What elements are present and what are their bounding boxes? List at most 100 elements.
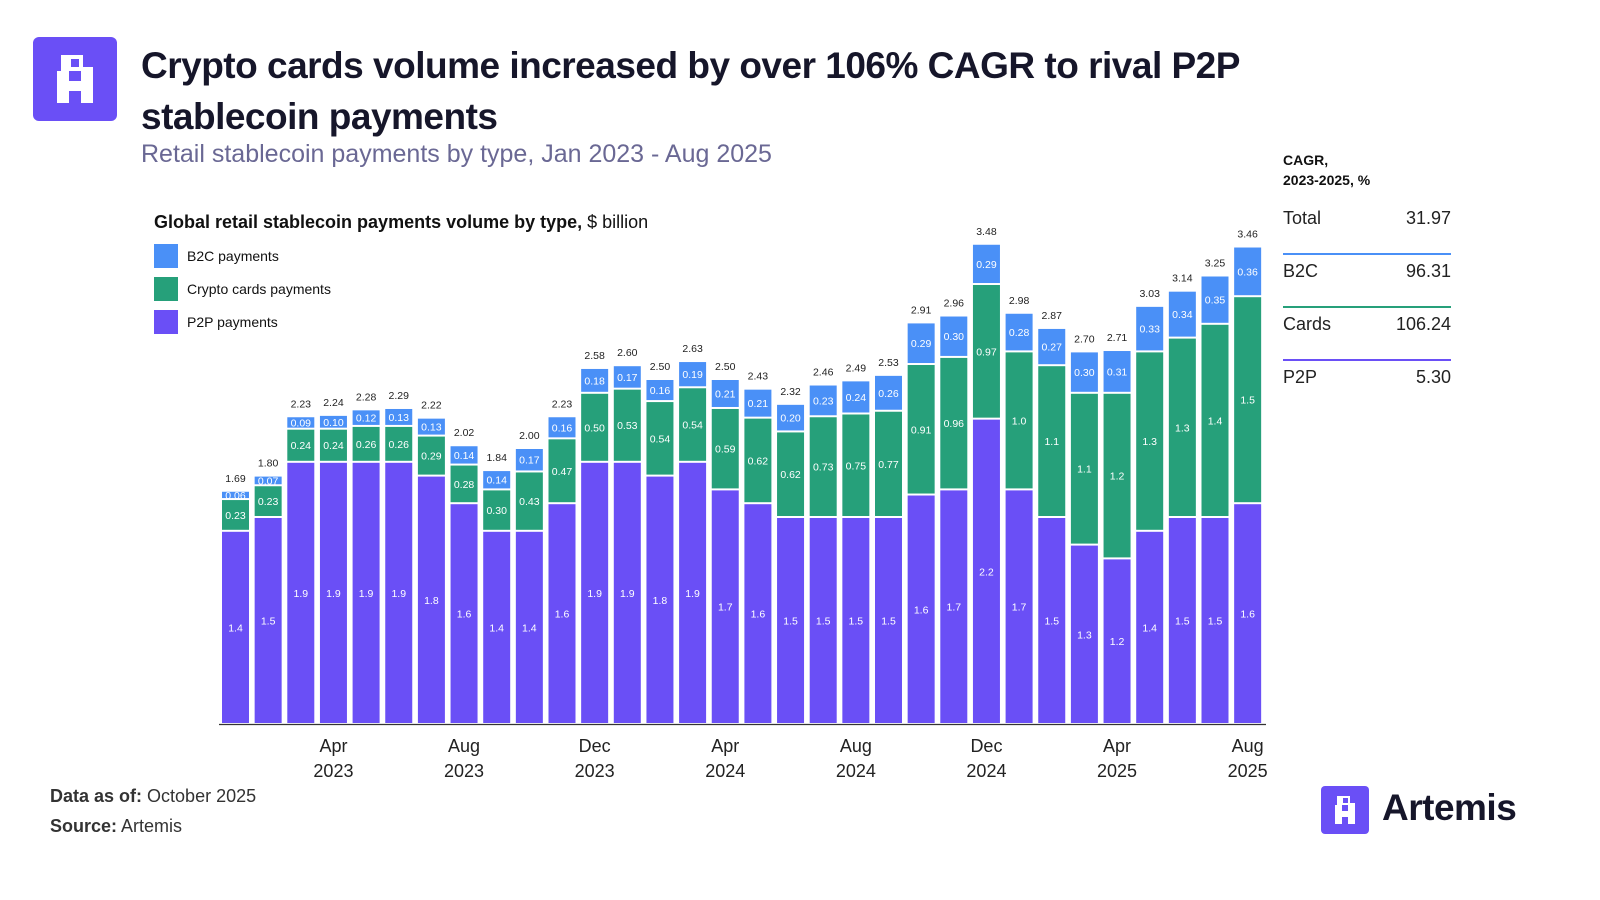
bar-b2c [1005,313,1033,351]
bar-cards [254,486,282,516]
data-label-b2c: 0.27 [1042,342,1063,354]
data-label-p2p: 1.6 [457,609,472,621]
bar-cards [1103,393,1131,558]
bar-cards [842,414,870,516]
bar-p2p [875,518,902,723]
data-label-b2c: 0.17 [617,372,638,384]
bar-p2p [222,531,249,723]
data-label-cards: 0.59 [715,444,736,456]
total-label: 2.60 [617,347,638,359]
data-label-b2c: 0.10 [323,417,344,429]
data-label-cards: 0.91 [911,424,932,436]
data-label-b2c: 0.12 [356,413,377,425]
x-tick-label-year: 2024 [966,761,1006,781]
data-label-b2c: 0.19 [682,369,703,381]
x-tick-label-month: Dec [579,736,611,756]
data-label-cards: 0.28 [454,479,475,491]
data-label-p2p: 1.9 [359,588,374,600]
bar-b2c [907,323,935,364]
legend-swatch-cards [154,277,178,301]
cagr-row-p2p: P2P 5.30 [1283,367,1451,388]
bar-b2c [777,404,805,431]
bar-cards [319,429,347,461]
bar-b2c [222,491,249,499]
data-label-p2p: 1.4 [228,622,243,634]
data-label-cards: 0.75 [846,460,867,472]
data-label-p2p: 1.4 [522,622,537,634]
bar-p2p [319,462,347,723]
data-label-p2p: 1.2 [1110,636,1125,648]
data-as-of-label: Data as of: [50,786,143,806]
legend-item-p2p: P2P payments [154,310,278,334]
bar-p2p [483,531,511,723]
total-label: 2.46 [813,367,834,379]
bar-p2p [1005,490,1033,723]
bar-cards [646,402,674,475]
data-label-b2c: 0.07 [258,475,279,487]
bar-b2c [1201,276,1229,323]
data-label-p2p: 1.4 [1142,622,1157,634]
cagr-row-total: Total 31.97 [1283,208,1451,229]
data-label-p2p: 2.2 [979,566,994,578]
cagr-value: 31.97 [1405,208,1451,228]
data-label-b2c: 0.14 [486,475,507,487]
data-label-p2p: 1.5 [783,616,798,628]
bar-cards [1136,352,1164,530]
x-tick-label-month: Dec [970,736,1002,756]
data-label-p2p: 1.7 [946,602,961,614]
data-label-cards: 0.62 [780,469,801,481]
data-label-b2c: 0.26 [878,388,899,400]
bar-cards [515,472,543,530]
bar-p2p [711,490,739,723]
data-label-cards: 0.47 [552,466,573,478]
data-label-b2c: 0.18 [584,375,605,387]
bar-p2p [450,504,478,723]
bar-b2c [744,389,772,417]
data-label-cards: 0.23 [225,510,246,522]
bar-cards [222,500,249,530]
bar-p2p [352,462,380,723]
total-label: 2.23 [552,398,573,410]
bar-p2p [515,531,543,723]
total-label: 2.43 [748,371,769,383]
total-label: 2.02 [454,427,475,439]
data-label-b2c: 0.30 [1074,367,1095,379]
data-label-cards: 0.23 [258,496,279,508]
bar-cards [777,432,805,516]
data-label-cards: 1.5 [1240,395,1255,407]
bar-b2c [1168,291,1196,337]
legend-label: Crypto cards payments [187,281,331,297]
cagr-label: Cards [1283,314,1332,334]
data-label-p2p: 1.6 [914,604,929,616]
data-label-b2c: 0.31 [1107,366,1128,378]
bar-cards [548,439,576,503]
total-label: 2.23 [291,398,312,410]
bar-cards [385,426,413,461]
bar-cards [1168,338,1196,516]
total-label: 2.49 [846,362,867,374]
bar-b2c [646,380,674,401]
data-label-b2c: 0.33 [1139,324,1160,336]
data-label-cards: 0.26 [389,439,410,451]
bar-cards [875,411,902,516]
bar-p2p [548,504,576,723]
bar-cards [907,365,935,494]
data-label-cards: 0.96 [944,418,965,430]
data-label-cards: 1.4 [1208,415,1223,427]
cagr-heading-line2: 2023-2025, % [1283,172,1371,188]
data-label-cards: 0.24 [291,440,312,452]
bar-cards [1038,366,1066,516]
bar-b2c [842,381,870,413]
bar-cards [1234,297,1262,503]
x-tick-label-year: 2024 [705,761,745,781]
data-label-p2p: 1.9 [685,588,700,600]
x-tick-label-month: Apr [319,736,347,756]
data-label-cards: 0.54 [650,433,671,445]
data-label-b2c: 0.13 [389,412,410,424]
data-label-p2p: 1.5 [261,616,276,628]
x-tick-label-month: Apr [1103,736,1131,756]
data-label-b2c: 0.20 [780,413,801,425]
bar-b2c [287,417,315,428]
bar-p2p [385,462,413,723]
